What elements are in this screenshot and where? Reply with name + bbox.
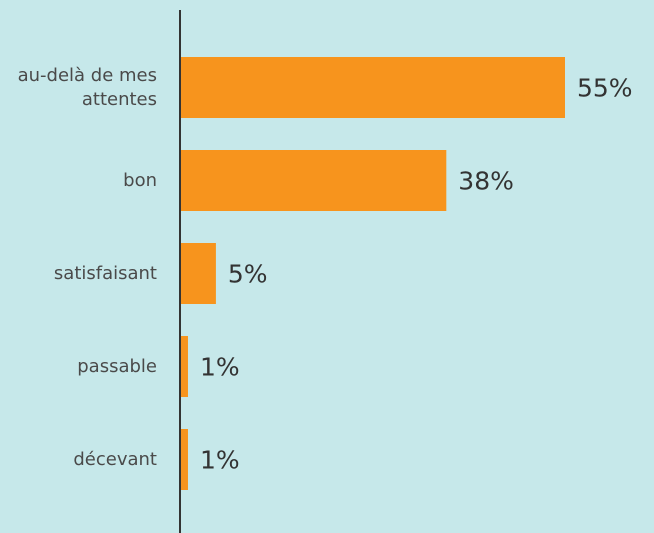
bar: [181, 429, 188, 490]
value-label: 1%: [200, 446, 240, 475]
category-label: passable: [77, 355, 157, 377]
category-label: décevant: [73, 448, 157, 470]
bar: [181, 243, 216, 304]
bar: [181, 336, 188, 397]
category-label: bon: [123, 169, 157, 191]
category-label: satisfaisant: [53, 262, 157, 284]
value-label: 38%: [458, 167, 514, 196]
bar: [181, 150, 447, 211]
bar: [181, 57, 565, 118]
category-label: au-delà de mes attentes: [17, 64, 157, 110]
value-label: 5%: [228, 260, 268, 289]
value-label: 1%: [200, 353, 240, 382]
value-label: 55%: [577, 74, 633, 103]
